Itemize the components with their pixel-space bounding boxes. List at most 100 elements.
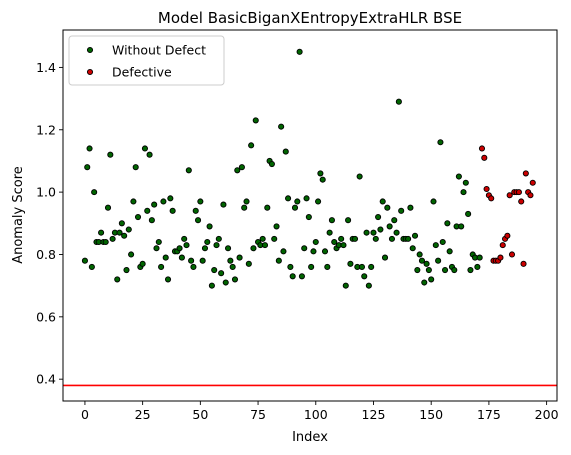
point-without-defect [121, 232, 128, 239]
point-without-defect [312, 238, 319, 246]
point-without-defect [245, 260, 252, 267]
point-without-defect [328, 217, 335, 224]
point-without-defect [118, 220, 125, 227]
point-without-defect [411, 232, 419, 239]
point-without-defect [190, 263, 197, 270]
point-without-defect [241, 204, 248, 211]
point-without-defect [197, 198, 204, 205]
point-without-defect [128, 251, 135, 258]
point-without-defect [467, 267, 474, 274]
point-defective [518, 198, 525, 205]
point-without-defect [301, 245, 308, 252]
point-without-defect [356, 173, 363, 180]
point-without-defect [222, 279, 229, 286]
point-without-defect [298, 273, 305, 280]
point-without-defect [287, 263, 294, 270]
legend-label-without-defect: Without Defect [112, 43, 206, 58]
point-without-defect [460, 189, 467, 196]
point-without-defect [363, 229, 370, 236]
point-without-defect [423, 260, 430, 267]
point-without-defect [379, 198, 386, 205]
point-defective [522, 170, 529, 177]
point-without-defect [234, 167, 241, 174]
point-without-defect [430, 198, 437, 205]
point-without-defect [321, 248, 329, 255]
point-without-defect [465, 210, 472, 217]
point-without-defect [278, 123, 285, 130]
point-without-defect [425, 267, 432, 274]
point-without-defect [181, 235, 188, 242]
point-without-defect [188, 257, 195, 264]
point-without-defect [275, 257, 282, 264]
point-without-defect [317, 170, 324, 177]
point-without-defect [231, 276, 239, 283]
point-without-defect [208, 282, 215, 289]
point-without-defect [206, 223, 213, 230]
point-without-defect [386, 223, 393, 230]
point-defective [504, 232, 511, 239]
point-without-defect [358, 263, 365, 270]
chart-title: Model BasicBiganXEntropyExtraHLR BSE [158, 9, 462, 27]
point-without-defect [162, 254, 169, 261]
point-without-defect [211, 267, 218, 274]
y-tick-label: 1.0 [36, 185, 56, 200]
point-without-defect [248, 142, 255, 149]
point-without-defect [91, 189, 98, 196]
point-without-defect [155, 238, 162, 246]
point-without-defect [303, 195, 310, 202]
point-without-defect [114, 276, 121, 283]
point-without-defect [391, 217, 398, 224]
point-without-defect [340, 242, 347, 249]
point-without-defect [310, 248, 317, 255]
point-without-defect [134, 214, 142, 221]
x-tick-label: 100 [304, 407, 328, 422]
x-tick-label: 0 [81, 407, 89, 422]
point-without-defect [476, 254, 483, 261]
point-without-defect [375, 214, 382, 221]
point-without-defect [280, 248, 287, 255]
point-without-defect [271, 235, 278, 242]
point-without-defect [229, 263, 236, 270]
point-without-defect [294, 198, 301, 205]
point-without-defect [201, 245, 209, 252]
point-without-defect [435, 257, 442, 264]
point-defective [520, 260, 527, 267]
point-without-defect [324, 263, 331, 270]
point-without-defect [398, 207, 405, 214]
point-without-defect [261, 242, 269, 249]
point-defective [499, 242, 506, 249]
point-without-defect [351, 235, 359, 242]
legend: Without Defect Defective [68, 35, 225, 86]
point-defective [478, 145, 486, 152]
point-without-defect [414, 267, 421, 274]
y-tick-label: 0.8 [36, 247, 56, 262]
point-without-defect [381, 254, 389, 261]
point-without-defect [273, 223, 280, 230]
x-tick-label: 150 [419, 407, 443, 422]
legend-label-defective: Defective [112, 65, 172, 80]
point-defective [483, 185, 490, 193]
point-without-defect [169, 207, 176, 214]
point-without-defect [347, 260, 354, 267]
point-without-defect [264, 204, 271, 211]
point-without-defect [388, 235, 396, 242]
point-without-defect [384, 204, 391, 211]
point-without-defect [455, 173, 462, 180]
point-without-defect [315, 198, 322, 205]
point-without-defect [441, 267, 449, 274]
x-tick-label: 125 [362, 407, 386, 422]
point-without-defect [125, 226, 132, 233]
point-without-defect [144, 207, 151, 214]
y-tick-label: 1.4 [36, 60, 56, 75]
point-without-defect [139, 260, 146, 267]
point-without-defect [227, 257, 234, 264]
point-without-defect [444, 220, 451, 227]
point-without-defect [405, 235, 412, 242]
point-without-defect [123, 267, 130, 274]
point-without-defect [458, 223, 465, 230]
point-without-defect [218, 270, 225, 277]
point-without-defect [409, 245, 416, 252]
point-without-defect [361, 273, 368, 280]
legend-marker-without-defect [86, 46, 94, 54]
